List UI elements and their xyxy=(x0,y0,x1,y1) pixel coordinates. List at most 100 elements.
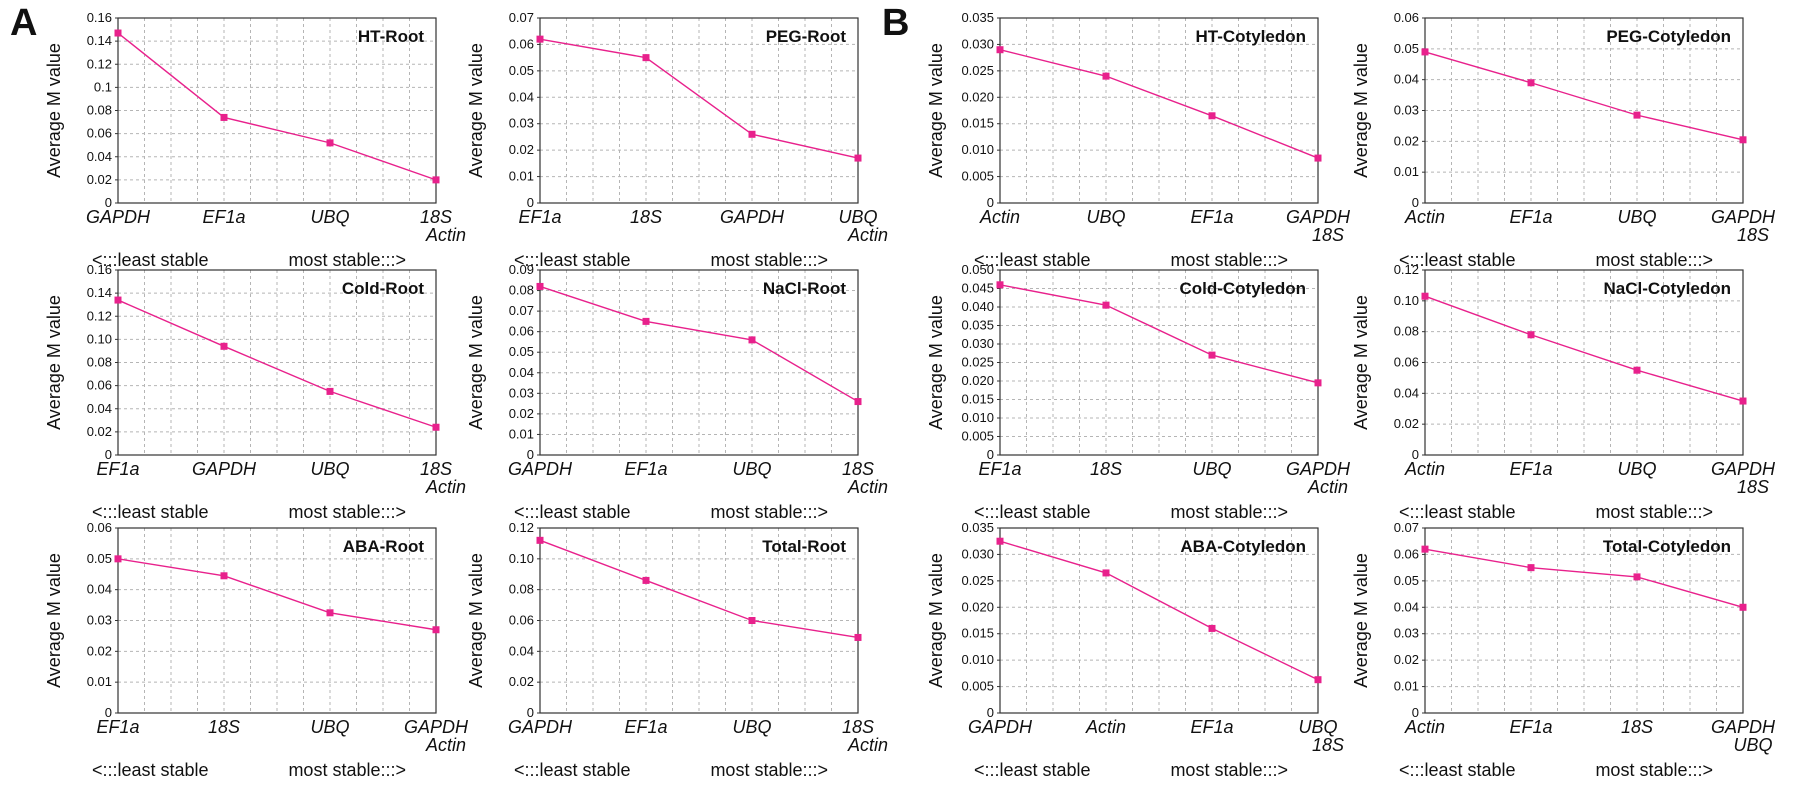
y-axis-label: Average M value xyxy=(1351,295,1371,430)
y-tick-label: 0.010 xyxy=(961,410,994,425)
y-tick-label: 0 xyxy=(105,447,112,462)
footer-least-stable: <:::least stable xyxy=(514,760,631,780)
x-tick-label: UBQ xyxy=(1086,207,1125,227)
y-tick-label: 0.010 xyxy=(961,652,994,667)
data-point xyxy=(1633,366,1641,374)
y-tick-label: 0.10 xyxy=(1394,293,1419,308)
chart-title: NaCl-Cotyledon xyxy=(1604,279,1732,298)
y-tick-label: 0.08 xyxy=(509,582,534,597)
x-tick-label: Actin xyxy=(1404,459,1445,479)
y-tick-label: 0.04 xyxy=(1394,72,1419,87)
footer-least-stable: <:::least stable xyxy=(974,502,1091,522)
y-tick-label: 0.02 xyxy=(87,424,112,439)
chart-title: ABA-Cotyledon xyxy=(1180,537,1306,556)
data-point xyxy=(114,29,122,37)
data-point xyxy=(642,317,650,325)
plot-frame xyxy=(1424,269,1744,456)
chart-cold-cotyledon: 0 0.005 0.010 0.015 0.020 0.025 0.030 0.035 0.04… xyxy=(926,262,1351,522)
x-tick-label: EF1a xyxy=(202,207,245,227)
y-tick-label: 0 xyxy=(1412,705,1419,720)
panel-label-b: B xyxy=(882,2,910,44)
x-tick-label: UBQ xyxy=(1192,459,1231,479)
x-tick-label: 18S xyxy=(1737,477,1769,497)
x-tick-label: EF1a xyxy=(1190,207,1233,227)
x-tick-label: UBQ xyxy=(1733,735,1772,755)
data-point xyxy=(854,154,862,162)
footer-least-stable: <:::least stable xyxy=(514,502,631,522)
x-tick-label: Actin xyxy=(847,477,888,497)
x-tick-label: EF1a xyxy=(978,459,1021,479)
y-tick-label: 0.08 xyxy=(87,103,112,118)
series-line xyxy=(999,540,1319,681)
data-point xyxy=(220,113,228,121)
y-tick-label: 0 xyxy=(527,195,534,210)
y-axis-label: Average M value xyxy=(466,553,486,688)
y-tick-label: 0.015 xyxy=(961,392,994,407)
y-tick-label: 0.06 xyxy=(87,520,112,535)
footer-least-stable: <:::least stable xyxy=(1399,502,1516,522)
y-tick-label: 0.005 xyxy=(961,679,994,694)
x-tick-label: GAPDH xyxy=(86,207,151,227)
x-tick-label: UBQ xyxy=(310,459,349,479)
y-tick-label: 0 xyxy=(987,447,994,462)
plot-frame xyxy=(539,269,859,456)
x-tick-label: Actin xyxy=(425,225,466,245)
series-line xyxy=(117,299,437,428)
x-tick-label: EF1a xyxy=(518,207,561,227)
y-tick-label: 0.1 xyxy=(94,79,112,94)
footer-most-stable: most stable:::> xyxy=(710,502,828,522)
x-tick-label: GAPDH xyxy=(1711,459,1776,479)
y-tick-label: 0.14 xyxy=(87,33,112,48)
y-tick-label: 0.08 xyxy=(87,355,112,370)
chart-title: PEG-Cotyledon xyxy=(1606,27,1731,46)
x-tick-label: Actin xyxy=(979,207,1020,227)
x-tick-label: GAPDH xyxy=(1286,207,1351,227)
series-line xyxy=(539,38,859,159)
y-tick-label: 0.035 xyxy=(961,10,994,25)
y-tick-label: 0.04 xyxy=(509,89,534,104)
x-tick-label: Actin xyxy=(1404,207,1445,227)
x-tick-label: GAPDH xyxy=(508,717,573,737)
data-point xyxy=(432,423,440,431)
data-point xyxy=(536,536,544,544)
data-point xyxy=(1633,573,1641,581)
data-point xyxy=(1421,292,1429,300)
x-tick-label: GAPDH xyxy=(1711,717,1776,737)
x-tick-label: Actin xyxy=(425,477,466,497)
footer-most-stable: most stable:::> xyxy=(1595,250,1713,270)
y-tick-label: 0.06 xyxy=(87,378,112,393)
y-tick-label: 0.005 xyxy=(961,429,994,444)
y-tick-label: 0.10 xyxy=(87,331,112,346)
x-tick-label: GAPDH xyxy=(404,717,469,737)
chart-cold-root: 0 0.02 0.04 0.06 0.08 0.10 0.12 0.14 0.16 EF1a GAP… xyxy=(44,262,466,522)
data-point xyxy=(1208,351,1216,359)
data-point xyxy=(326,139,334,147)
footer-least-stable: <:::least stable xyxy=(1399,250,1516,270)
data-point xyxy=(854,398,862,406)
footer-least-stable: <:::least stable xyxy=(974,760,1091,780)
footer-least-stable: <:::least stable xyxy=(514,250,631,270)
plot-frame xyxy=(1424,17,1744,204)
y-tick-label: 0.05 xyxy=(509,344,534,359)
chart-ht-cotyledon: 0 0.005 0.010 0.015 0.020 0.025 0.030 0.035 Acti… xyxy=(926,10,1351,270)
x-tick-label: Actin xyxy=(847,225,888,245)
data-point xyxy=(1739,603,1747,611)
x-tick-label: 18S xyxy=(1621,717,1653,737)
y-axis-label: Average M value xyxy=(926,295,946,430)
plot-frame xyxy=(999,17,1319,204)
x-tick-label: GAPDH xyxy=(720,207,785,227)
data-point xyxy=(642,576,650,584)
y-tick-label: 0.020 xyxy=(961,599,994,614)
y-tick-label: 0.03 xyxy=(1394,626,1419,641)
footer-most-stable: most stable:::> xyxy=(1170,760,1288,780)
x-tick-label: 18S xyxy=(630,207,662,227)
footer-most-stable: most stable:::> xyxy=(288,502,406,522)
y-axis-label: Average M value xyxy=(44,295,64,430)
data-point xyxy=(326,387,334,395)
y-tick-label: 0.05 xyxy=(1394,573,1419,588)
y-tick-label: 0.02 xyxy=(87,643,112,658)
y-tick-label: 0.06 xyxy=(1394,10,1419,25)
footer-most-stable: most stable:::> xyxy=(1595,502,1713,522)
x-tick-label: UBQ xyxy=(1617,459,1656,479)
x-tick-label: 18S xyxy=(842,459,874,479)
